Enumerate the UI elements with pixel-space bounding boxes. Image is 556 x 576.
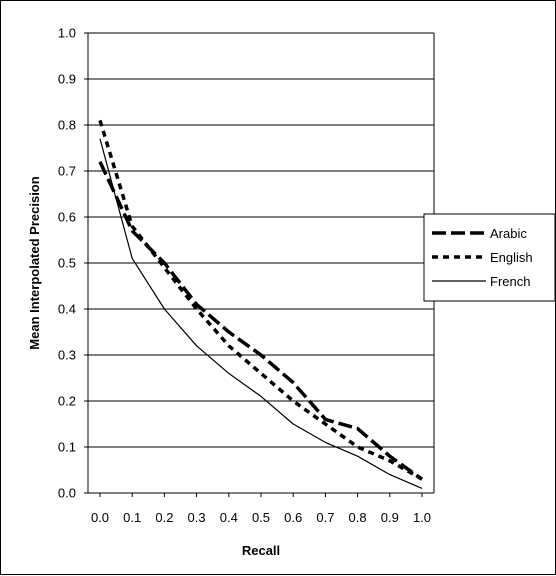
legend-label-english: English xyxy=(490,250,533,265)
x-tick-label: 0.8 xyxy=(349,510,367,525)
y-tick-label: 0.0 xyxy=(58,486,76,501)
y-tick-label: 0.1 xyxy=(58,440,76,455)
series-line-french xyxy=(99,138,423,489)
x-tick-label: 0.4 xyxy=(220,510,238,525)
y-axis-title: Mean Interpolated Precision xyxy=(27,176,42,349)
x-tick-label: 0.5 xyxy=(252,510,270,525)
x-axis-title: Recall xyxy=(242,543,280,558)
x-tick-label: 0.2 xyxy=(155,510,173,525)
y-tick-label: 0.6 xyxy=(58,210,76,225)
y-tick-label: 0.5 xyxy=(58,256,76,271)
y-tick-label: 0.8 xyxy=(58,118,76,133)
y-tick-label: 0.4 xyxy=(58,302,76,317)
x-tick-label: 0.3 xyxy=(188,510,206,525)
legend: Arabic English French xyxy=(423,213,556,302)
x-tick-label: 0.6 xyxy=(284,510,302,525)
x-tick-label: 1.0 xyxy=(413,510,431,525)
x-axis-ticks: 0.0 0.1 0.2 0.3 0.4 0.5 0.6 0.7 0.8 0.9 1.0 xyxy=(91,493,431,525)
series-line-arabic xyxy=(98,161,424,481)
series-line-english xyxy=(98,119,423,481)
y-tick-label: 1.0 xyxy=(58,26,76,41)
gridlines xyxy=(88,32,434,494)
x-tick-label: 0.9 xyxy=(381,510,399,525)
y-tick-label: 0.2 xyxy=(58,394,76,409)
y-axis-ticks: 0.0 0.1 0.2 0.3 0.4 0.5 0.6 0.7 0.8 0.9 1.0 xyxy=(58,26,88,501)
y-tick-label: 0.3 xyxy=(58,348,76,363)
series-lines xyxy=(98,119,424,489)
x-tick-label: 0.0 xyxy=(91,510,109,525)
y-tick-label: 0.9 xyxy=(58,72,76,87)
x-tick-label: 0.7 xyxy=(316,510,334,525)
x-tick-label: 0.1 xyxy=(123,510,141,525)
y-tick-label: 0.7 xyxy=(58,164,76,179)
legend-label-french: French xyxy=(490,274,530,289)
legend-label-arabic: Arabic xyxy=(490,226,527,241)
